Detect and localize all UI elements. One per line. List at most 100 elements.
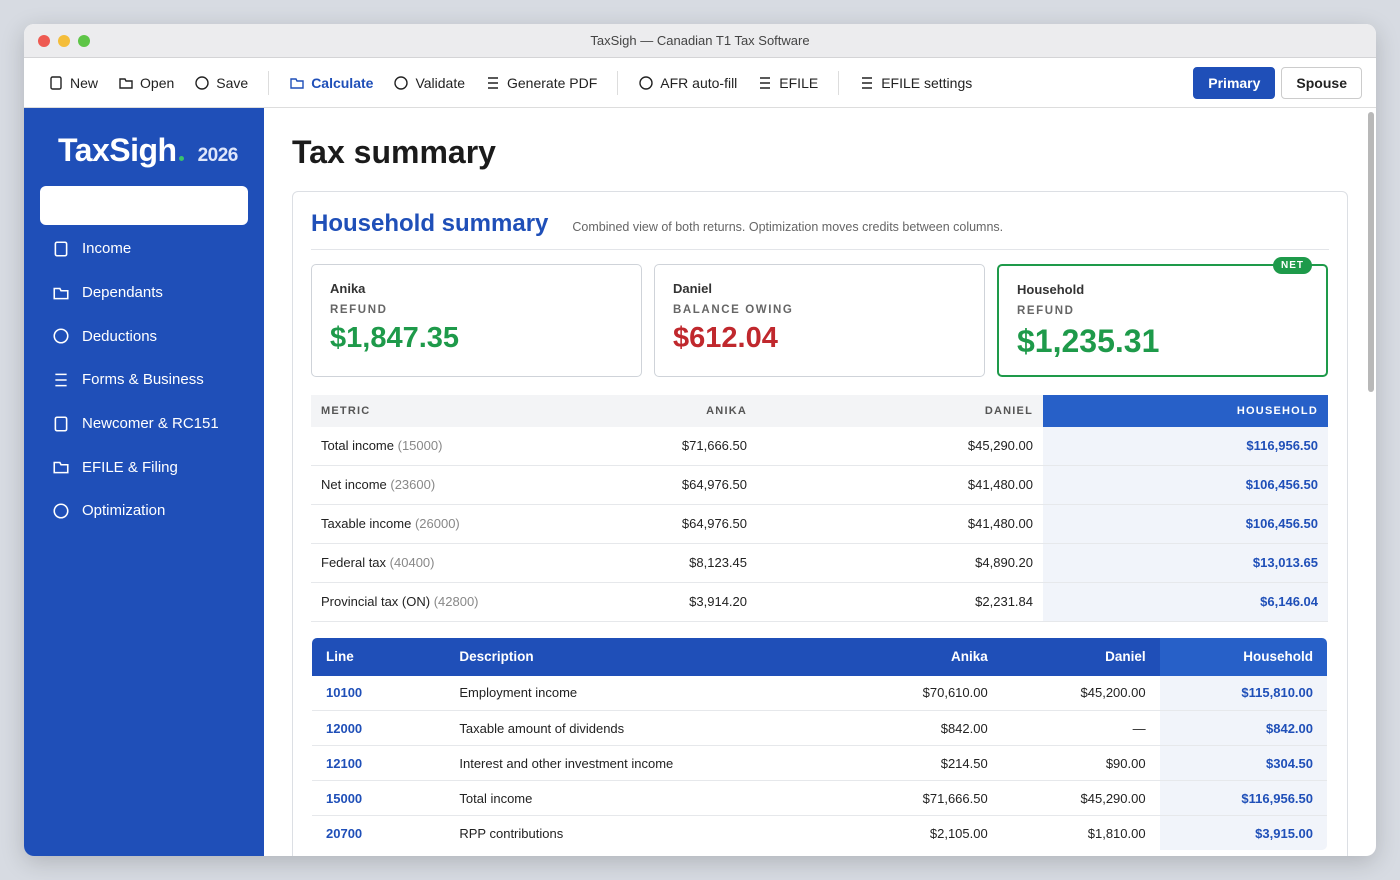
icon — [50, 75, 62, 90]
metric-row: Federal tax (40400) $8,123.45 $4,890.20 $13… — [311, 543, 1328, 583]
separator — [838, 70, 840, 95]
nav-item[interactable]: Income — [24, 227, 264, 271]
scrollbar[interactable] — [1368, 112, 1374, 392]
cards: Anika REFUND $1,847.35 Daniel BALANCE OWING $… — [311, 257, 1329, 377]
toolbar-group: AFR auto-fill EFILE — [628, 69, 828, 97]
line-cell: $90.00 — [1001, 745, 1160, 781]
icon — [53, 461, 69, 474]
line-cell: $214.50 — [838, 745, 1002, 781]
toolbar-button[interactable]: EFILE settings — [849, 69, 982, 97]
close-button[interactable] — [38, 35, 50, 47]
summary-card: Daniel BALANCE OWING $612.04 — [654, 264, 985, 377]
sidebar: TaxSigh 2026 Income Dependants Deductions Fo… — [24, 108, 264, 856]
metrics-table: METRIC ANIKA DANIEL HOUSEHOLD Total income (… — [311, 395, 1328, 622]
nav-label: Deductions — [82, 327, 158, 345]
icon — [195, 75, 209, 90]
line-cell: RPP contributions — [445, 815, 839, 850]
amount-cell: $4,890.20 — [757, 543, 1043, 583]
amount-cell: $116,956.50 — [1043, 427, 1328, 466]
icon — [119, 77, 133, 89]
toggle-button[interactable]: Primary — [1193, 66, 1276, 99]
metric-row: Provincial tax (ON) (42800) $3,914.20 $2,2… — [311, 582, 1328, 622]
amount-cell: $106,456.50 — [1043, 504, 1328, 544]
amount-cell: $2,231.84 — [757, 582, 1043, 622]
nav: Income Dependants Deductions Forms & Busine… — [24, 227, 264, 533]
toggle-button[interactable]: Spouse — [1281, 66, 1362, 99]
column-header: DANIEL — [757, 395, 1043, 427]
line-cell: Interest and other investment income — [445, 745, 839, 781]
line-row: 15000 Total income $71,666.50 $45,290.00 $11… — [312, 780, 1327, 816]
column-header: METRIC — [311, 395, 551, 427]
nav-item[interactable]: Deductions — [24, 314, 264, 358]
line-cell: — — [1001, 710, 1160, 746]
toolbar-button[interactable]: Open — [108, 69, 184, 97]
header-row: Line Description Anika Daniel Household — [312, 638, 1327, 676]
nav-item[interactable]: Newcomer & RC151 — [24, 402, 264, 446]
card-status: REFUND — [330, 304, 388, 316]
column-header: ANIKA — [551, 395, 757, 427]
line-row: 12000 Taxable amount of dividends $842.00—… — [312, 710, 1327, 746]
toolbar-group: EFILE settings — [849, 69, 982, 97]
line-row: 12100 Interest and other investment incom… — [312, 745, 1327, 781]
window-title: TaxSigh — Canadian T1 Tax Software — [590, 33, 810, 48]
nav-item[interactable]: EFILE & Filing — [24, 445, 264, 489]
toolbar-button[interactable]: EFILE — [747, 69, 828, 97]
toolbar-button[interactable]: AFR auto-fill — [628, 69, 747, 97]
search-box[interactable] — [40, 186, 248, 225]
card-amount: $1,235.31 — [1017, 323, 1160, 359]
button-label: Calculate — [311, 74, 374, 91]
return-toggle: Primary Spouse — [1193, 66, 1362, 99]
icon — [290, 77, 304, 89]
metric-label: Total income — [321, 438, 394, 453]
metric-label: Net income — [321, 477, 387, 492]
tax-year: 2026 — [197, 145, 239, 166]
line-cell: $842.00 — [838, 710, 1002, 746]
column-header: Description — [445, 638, 839, 676]
column-header: Household — [1159, 638, 1327, 676]
toolbar-button[interactable]: Save — [184, 69, 258, 97]
line-number[interactable]: 20700 — [312, 815, 446, 850]
metric-row: Taxable income (26000) $64,976.50 $41,480.… — [311, 504, 1328, 544]
metric-cell: Provincial tax (ON) (42800) — [311, 582, 551, 622]
icon — [53, 503, 69, 519]
line-cell: Employment income — [445, 675, 839, 711]
amount-cell: $64,976.50 — [551, 465, 757, 505]
minimize-button[interactable] — [58, 35, 70, 47]
toolbar-button[interactable]: Validate — [383, 69, 475, 97]
amount-cell: $8,123.45 — [551, 543, 757, 583]
line-number[interactable]: 15000 — [312, 780, 446, 816]
line-code: (26000) — [414, 516, 460, 531]
header-row: METRIC ANIKA DANIEL HOUSEHOLD — [311, 395, 1328, 427]
nav-item[interactable]: Optimization — [24, 489, 264, 533]
amount-cell: $13,013.65 — [1043, 543, 1328, 583]
toolbar-button[interactable]: New — [38, 69, 108, 97]
line-cell: $71,666.50 — [838, 780, 1002, 816]
card-name: Anika — [330, 281, 366, 296]
zoom-button[interactable] — [78, 35, 90, 47]
line-number[interactable]: 12000 — [312, 710, 446, 746]
card-amount: $612.04 — [673, 322, 778, 354]
line-number[interactable]: 12100 — [312, 745, 446, 781]
column-header: HOUSEHOLD — [1043, 395, 1328, 427]
toolbar: New Open Save Calculate Validate Generate PDF… — [24, 58, 1376, 108]
toolbar-button[interactable]: Calculate — [279, 69, 383, 97]
amount-cell: $41,480.00 — [757, 504, 1043, 544]
nav-label: Newcomer & RC151 — [82, 415, 219, 433]
lines-table: Line Description Anika Daniel Household 10100… — [311, 637, 1328, 851]
brand-dot — [178, 156, 184, 161]
column-header: Line — [312, 638, 446, 676]
nav-item[interactable]: Dependants — [24, 271, 264, 315]
metric-label: Taxable income — [321, 516, 412, 531]
nav-item[interactable]: Forms & Business — [24, 358, 264, 402]
summary-card: Anika REFUND $1,847.35 — [311, 264, 642, 377]
amount-cell: $106,456.50 — [1043, 465, 1328, 505]
nav-label: Dependants — [82, 284, 163, 302]
line-number[interactable]: 10100 — [312, 675, 446, 711]
icon — [53, 287, 69, 299]
metric-row: Net income (23600) $64,976.50 $41,480.00 $1… — [311, 465, 1328, 505]
nav-label: Forms & Business — [82, 371, 204, 389]
icon — [55, 373, 67, 387]
line-cell: $116,956.50 — [1159, 780, 1327, 816]
toolbar-button[interactable]: Generate PDF — [475, 69, 607, 97]
metric-cell: Total income (15000) — [311, 427, 551, 466]
